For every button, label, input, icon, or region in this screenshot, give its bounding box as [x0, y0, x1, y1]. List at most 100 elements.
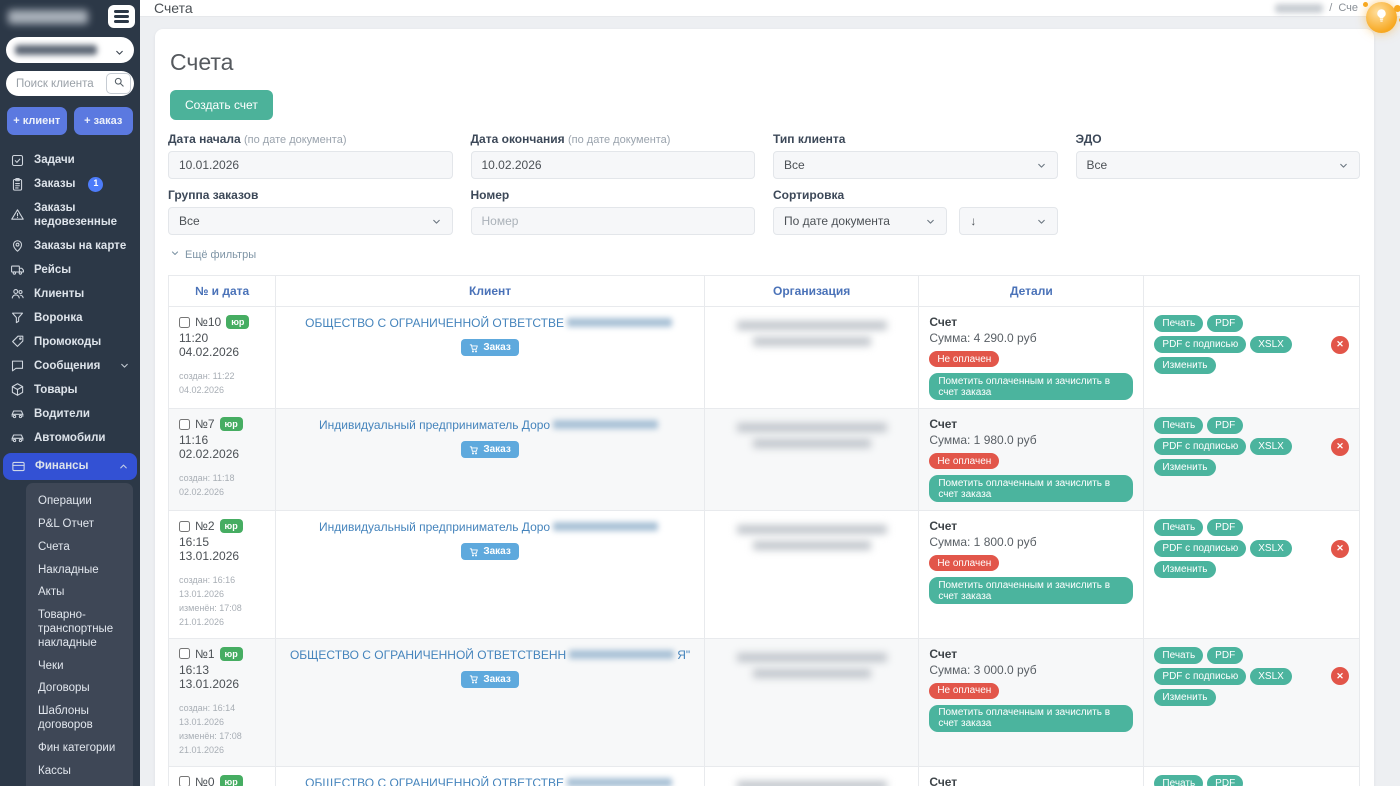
- action-pdf-с-подписью-button[interactable]: PDF с подписью: [1154, 438, 1247, 455]
- date-start-input[interactable]: [168, 151, 453, 179]
- order-link-badge[interactable]: Заказ: [461, 441, 519, 459]
- filter-client-type: Тип клиента Все: [773, 132, 1058, 179]
- action-pdf-button[interactable]: PDF: [1207, 417, 1244, 434]
- submenu-item[interactable]: Чеки: [38, 659, 64, 672]
- action-pdf-button[interactable]: PDF: [1207, 519, 1244, 536]
- mark-paid-button[interactable]: Пометить оплаченным и зачислить в счет з…: [929, 373, 1134, 400]
- sorting-direction-select[interactable]: ↓: [959, 207, 1058, 235]
- action-изменить-button[interactable]: Изменить: [1154, 561, 1216, 578]
- submenu-item[interactable]: Фин категории: [38, 741, 116, 754]
- page-title: Счета: [154, 0, 193, 16]
- action-xslx-button[interactable]: XSLX: [1250, 336, 1292, 353]
- action-печать-button[interactable]: Печать: [1154, 646, 1204, 664]
- submenu-item[interactable]: Накладные: [38, 563, 99, 576]
- number-input[interactable]: [470, 207, 755, 235]
- cell-client: Индивидуальный предприниматель Доро Заказ: [275, 408, 705, 511]
- action-pdf-button[interactable]: PDF: [1207, 774, 1244, 786]
- sidebar-item-clients[interactable]: Клиенты: [0, 282, 140, 306]
- date-end-input[interactable]: [470, 151, 755, 179]
- legal-entity-badge: юр: [219, 519, 243, 533]
- action-pdf-button[interactable]: PDF: [1207, 315, 1244, 332]
- client-link[interactable]: Индивидуальный предприниматель Доро: [319, 418, 661, 432]
- redacted-organization: [752, 541, 871, 550]
- submenu-item[interactable]: Операции: [38, 495, 92, 508]
- action-печать-button[interactable]: Печать: [1154, 417, 1204, 434]
- add-client-button[interactable]: + клиент: [7, 107, 67, 135]
- chat-icon: [10, 358, 25, 373]
- action-pdf-button[interactable]: PDF: [1207, 646, 1244, 664]
- sidebar-item-products[interactable]: Товары: [0, 378, 140, 402]
- client-link[interactable]: ОБЩЕСТВО С ОГРАНИЧЕННОЙ ОТВЕТСТВЕНН Я": [289, 647, 691, 662]
- search-button[interactable]: [106, 73, 131, 94]
- sidebar-item-cars[interactable]: Автомобили: [0, 426, 140, 450]
- cell-organization: [703, 408, 920, 511]
- more-filters-link[interactable]: Ещё фильтры: [170, 248, 1360, 261]
- action-печать-button[interactable]: Печать: [1154, 774, 1204, 786]
- redacted-organization: [736, 525, 887, 534]
- sidebar-item-messages[interactable]: Сообщения: [0, 354, 140, 378]
- create-invoice-button[interactable]: Создать счет: [170, 90, 273, 120]
- sidebar-item-orders-map[interactable]: Заказы на карте: [0, 234, 140, 258]
- client-link[interactable]: Индивидуальный предприниматель Доро: [319, 520, 661, 534]
- row-checkbox[interactable]: [179, 418, 190, 430]
- sidebar-item-trips[interactable]: Рейсы: [0, 258, 140, 282]
- action-xslx-button[interactable]: XSLX: [1250, 438, 1292, 455]
- sidebar-item-finance[interactable]: Финансы: [3, 452, 137, 480]
- delete-invoice-button[interactable]: ✕: [1331, 335, 1349, 354]
- add-order-button[interactable]: + заказ: [73, 107, 133, 135]
- action-печать-button[interactable]: Печать: [1154, 519, 1204, 536]
- submenu-item[interactable]: Кассы: [38, 764, 71, 777]
- submenu-item[interactable]: P&L Отчет: [38, 518, 94, 531]
- sidebar-item-funnel[interactable]: Воронка: [0, 306, 140, 330]
- action-pdf-с-подписью-button[interactable]: PDF с подписью: [1154, 667, 1247, 685]
- sidebar-toggle-button[interactable]: [108, 5, 135, 28]
- map-pin-icon: [10, 238, 25, 253]
- submenu-item[interactable]: Шаблоны договоров: [38, 705, 93, 732]
- submenu-item[interactable]: Акты: [38, 586, 65, 599]
- delete-invoice-button[interactable]: ✕: [1331, 667, 1349, 686]
- delete-invoice-button[interactable]: ✕: [1331, 539, 1349, 558]
- invoice-number: №1: [195, 646, 215, 661]
- client-type-select[interactable]: Все: [773, 151, 1058, 179]
- submenu-item[interactable]: Счета: [38, 540, 70, 553]
- submenu-item[interactable]: Товарно-транспортные накладные: [38, 609, 114, 649]
- col-actions: [1143, 275, 1360, 307]
- row-checkbox[interactable]: [179, 316, 190, 328]
- cell-number-date: №1 юр 16:13 13.01.2026 создан: 16:14 13.01.…: [167, 637, 277, 767]
- sidebar-item-orders[interactable]: Заказы 1: [0, 172, 140, 196]
- row-checkbox[interactable]: [179, 520, 190, 532]
- action-pdf-с-подписью-button[interactable]: PDF с подписью: [1154, 336, 1247, 353]
- client-link[interactable]: ОБЩЕСТВО С ОГРАНИЧЕННОЙ ОТВЕТСТВЕ: [305, 776, 675, 786]
- action-печать-button[interactable]: Печать: [1154, 315, 1204, 332]
- action-изменить-button[interactable]: Изменить: [1154, 357, 1216, 374]
- help-lightbulb-widget[interactable]: [1363, 2, 1400, 33]
- mark-paid-button[interactable]: Пометить оплаченным и зачислить в счет з…: [929, 704, 1134, 732]
- sidebar-item-orders-undelivered[interactable]: Заказы недовезенные: [0, 196, 140, 234]
- search-input[interactable]: [8, 73, 106, 94]
- order-group-select[interactable]: Все: [168, 207, 453, 235]
- order-link-badge[interactable]: Заказ: [461, 543, 519, 561]
- cell-number-date: №10 юр 11:20 04.02.2026 создан: 11:22 04.02…: [167, 306, 277, 409]
- sidebar-item-tasks[interactable]: Задачи: [0, 148, 140, 172]
- action-xslx-button[interactable]: XSLX: [1250, 540, 1292, 557]
- row-checkbox[interactable]: [179, 776, 190, 786]
- sorting-select[interactable]: По дате документа: [773, 207, 948, 235]
- delete-invoice-button[interactable]: ✕: [1331, 437, 1349, 456]
- action-pdf-с-подписью-button[interactable]: PDF с подписью: [1154, 540, 1247, 557]
- action-xslx-button[interactable]: XSLX: [1250, 667, 1292, 685]
- mark-paid-button[interactable]: Пометить оплаченным и зачислить в счет з…: [929, 475, 1134, 502]
- client-link[interactable]: ОБЩЕСТВО С ОГРАНИЧЕННОЙ ОТВЕТСТВЕ: [305, 316, 675, 330]
- order-link-badge[interactable]: Заказ: [461, 670, 519, 688]
- action-изменить-button[interactable]: Изменить: [1154, 459, 1216, 476]
- organization-select[interactable]: [6, 37, 134, 63]
- action-изменить-button[interactable]: Изменить: [1154, 688, 1216, 706]
- submenu-item[interactable]: Договоры: [38, 682, 90, 695]
- mark-paid-button[interactable]: Пометить оплаченным и зачислить в счет з…: [929, 577, 1134, 604]
- edo-select[interactable]: Все: [1075, 151, 1360, 179]
- sidebar-item-drivers[interactable]: Водители: [0, 402, 140, 426]
- row-checkbox[interactable]: [179, 648, 190, 660]
- order-link-badge[interactable]: Заказ: [461, 339, 519, 357]
- sidebar-item-promocodes[interactable]: Промокоды: [0, 330, 140, 354]
